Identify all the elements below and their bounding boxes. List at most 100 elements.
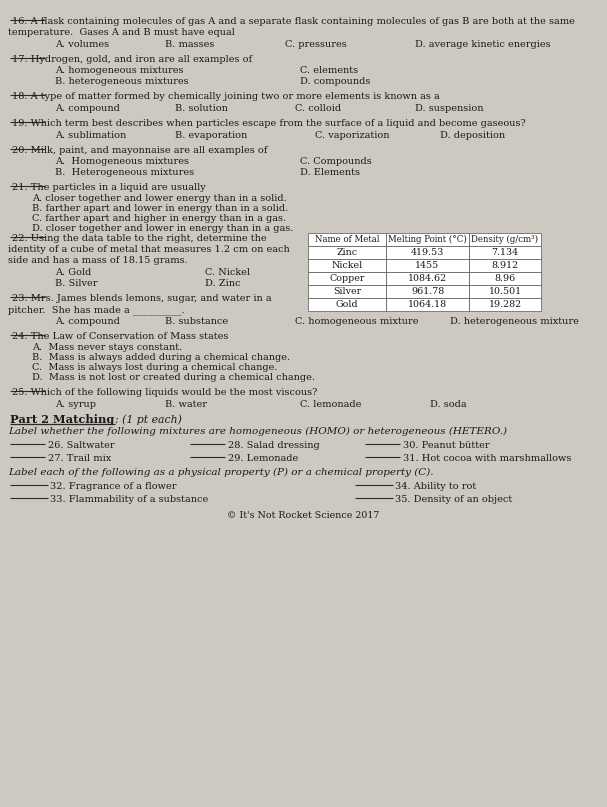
Text: A. Gold: A. Gold <box>55 268 91 277</box>
Bar <box>469 285 541 298</box>
Text: C. Nickel: C. Nickel <box>205 268 250 277</box>
Text: pitcher.  She has made a __________.: pitcher. She has made a __________. <box>8 305 185 315</box>
Bar <box>469 298 541 311</box>
Text: Label whether the following mixtures are homogeneous (HOMO) or heterogeneous (HE: Label whether the following mixtures are… <box>8 427 507 436</box>
Text: A. compound: A. compound <box>55 104 120 113</box>
Bar <box>469 233 541 246</box>
Text: 19. Which term best describes when particles escape from the surface of a liquid: 19. Which term best describes when parti… <box>12 119 526 128</box>
Text: 26. Saltwater: 26. Saltwater <box>48 441 115 450</box>
Text: Zinc: Zinc <box>336 248 358 257</box>
Text: Label each of the following as a physical property (P) or a chemical property (C: Label each of the following as a physica… <box>8 468 433 477</box>
Text: 27. Trail mix: 27. Trail mix <box>48 454 111 463</box>
Text: D. Elements: D. Elements <box>300 168 360 177</box>
Text: 29. Lemonade: 29. Lemonade <box>228 454 298 463</box>
Text: 419.53: 419.53 <box>411 248 444 257</box>
Bar <box>386 233 469 246</box>
Text: 19.282: 19.282 <box>489 300 521 309</box>
Text: C. elements: C. elements <box>300 66 358 75</box>
Bar <box>308 298 386 311</box>
Text: Density (g/cm³): Density (g/cm³) <box>472 235 538 244</box>
Text: D. closer together and lower in energy than in a gas.: D. closer together and lower in energy t… <box>32 224 293 233</box>
Text: 16. A flask containing molecules of gas A and a separate flask containing molecu: 16. A flask containing molecules of gas … <box>12 17 575 26</box>
Text: B. solution: B. solution <box>175 104 228 113</box>
Text: 34. Ability to rot: 34. Ability to rot <box>395 482 476 491</box>
Text: C. farther apart and higher in energy than in a gas.: C. farther apart and higher in energy th… <box>32 214 286 223</box>
Text: D. average kinetic energies: D. average kinetic energies <box>415 40 551 49</box>
Text: D. Zinc: D. Zinc <box>205 279 240 288</box>
Text: C. vaporization: C. vaporization <box>315 131 390 140</box>
Text: C.  Mass is always lost during a chemical change.: C. Mass is always lost during a chemical… <box>32 363 277 372</box>
Text: A. homogeneous mixtures: A. homogeneous mixtures <box>55 66 183 75</box>
Text: B. masses: B. masses <box>165 40 214 49</box>
Text: Silver: Silver <box>333 287 361 296</box>
Text: identity of a cube of metal that measures 1.2 cm on each: identity of a cube of metal that measure… <box>8 245 290 254</box>
Bar <box>308 246 386 259</box>
Text: 35. Density of an object: 35. Density of an object <box>395 495 512 504</box>
Text: 8.96: 8.96 <box>494 274 515 283</box>
Text: 1455: 1455 <box>415 261 439 270</box>
Text: B. evaporation: B. evaporation <box>175 131 247 140</box>
Bar <box>386 285 469 298</box>
Text: Gold: Gold <box>336 300 358 309</box>
Text: 22. Using the data table to the right, determine the: 22. Using the data table to the right, d… <box>12 234 266 243</box>
Text: B. farther apart and lower in energy than in a solid.: B. farther apart and lower in energy tha… <box>32 204 288 213</box>
Bar <box>308 233 386 246</box>
Text: 1064.18: 1064.18 <box>408 300 447 309</box>
Text: : (1 pt each): : (1 pt each) <box>115 414 182 424</box>
Bar <box>386 298 469 311</box>
Bar <box>308 272 386 285</box>
Text: 18. A type of matter formed by chemically joining two or more elements is known : 18. A type of matter formed by chemicall… <box>12 92 439 101</box>
Text: 30. Peanut bütter: 30. Peanut bütter <box>403 441 490 450</box>
Text: 1084.62: 1084.62 <box>408 274 447 283</box>
Bar <box>386 246 469 259</box>
Text: A. syrup: A. syrup <box>55 400 96 409</box>
Text: 17. Hydrogen, gold, and iron are all examples of: 17. Hydrogen, gold, and iron are all exa… <box>12 55 252 64</box>
Text: Part 2 Matching: Part 2 Matching <box>10 414 114 425</box>
Text: 28. Salad dressing: 28. Salad dressing <box>228 441 320 450</box>
Text: B. Silver: B. Silver <box>55 279 98 288</box>
Bar <box>308 259 386 272</box>
Text: 23. Mrs. James blends lemons, sugar, and water in a: 23. Mrs. James blends lemons, sugar, and… <box>12 294 271 303</box>
Text: 21. The particles in a liquid are usually: 21. The particles in a liquid are usuall… <box>12 183 206 192</box>
Text: 32. Fragrance of a flower: 32. Fragrance of a flower <box>50 482 177 491</box>
Text: Nickel: Nickel <box>331 261 362 270</box>
Bar <box>386 272 469 285</box>
Text: D. heterogeneous mixture: D. heterogeneous mixture <box>450 317 579 326</box>
Text: Name of Metal: Name of Metal <box>315 235 379 244</box>
Text: D. compounds: D. compounds <box>300 77 370 86</box>
Text: B. heterogeneous mixtures: B. heterogeneous mixtures <box>55 77 189 86</box>
Text: B.  Heterogeneous mixtures: B. Heterogeneous mixtures <box>55 168 194 177</box>
Text: D. deposition: D. deposition <box>440 131 505 140</box>
Text: 24. The Law of Conservation of Mass states: 24. The Law of Conservation of Mass stat… <box>12 332 228 341</box>
Text: C. colloid: C. colloid <box>295 104 341 113</box>
Bar <box>469 272 541 285</box>
Bar <box>469 259 541 272</box>
Text: Melting Point (°C): Melting Point (°C) <box>388 235 467 244</box>
Text: A. closer together and lower energy than in a solid.: A. closer together and lower energy than… <box>32 194 287 203</box>
Text: C. pressures: C. pressures <box>285 40 347 49</box>
Text: B.  Mass is always added during a chemical change.: B. Mass is always added during a chemica… <box>32 353 290 362</box>
Bar <box>469 246 541 259</box>
Text: 31. Hot cocoa with marshmallows: 31. Hot cocoa with marshmallows <box>403 454 571 463</box>
Text: A. compound: A. compound <box>55 317 120 326</box>
Text: 33. Flammability of a substance: 33. Flammability of a substance <box>50 495 208 504</box>
Text: 7.134: 7.134 <box>492 248 518 257</box>
Bar <box>308 285 386 298</box>
Text: side and has a mass of 18.15 grams.: side and has a mass of 18.15 grams. <box>8 256 188 265</box>
Text: Copper: Copper <box>330 274 365 283</box>
Text: B. substance: B. substance <box>165 317 228 326</box>
Text: © It's Not Rocket Science 2017: © It's Not Rocket Science 2017 <box>227 511 379 520</box>
Text: A.  Mass never stays constant.: A. Mass never stays constant. <box>32 343 182 352</box>
Text: D.  Mass is not lost or created during a chemical change.: D. Mass is not lost or created during a … <box>32 373 315 382</box>
Text: 20. Milk, paint, and mayonnaise are all examples of: 20. Milk, paint, and mayonnaise are all … <box>12 146 267 155</box>
Text: 8.912: 8.912 <box>492 261 518 270</box>
Text: C. homogeneous mixture: C. homogeneous mixture <box>295 317 418 326</box>
Text: B. water: B. water <box>165 400 207 409</box>
Text: A. volumes: A. volumes <box>55 40 109 49</box>
Text: A.  Homogeneous mixtures: A. Homogeneous mixtures <box>55 157 189 166</box>
Bar <box>386 259 469 272</box>
Text: 961.78: 961.78 <box>411 287 444 296</box>
Text: 10.501: 10.501 <box>489 287 521 296</box>
Text: C. Compounds: C. Compounds <box>300 157 371 166</box>
Text: D. suspension: D. suspension <box>415 104 484 113</box>
